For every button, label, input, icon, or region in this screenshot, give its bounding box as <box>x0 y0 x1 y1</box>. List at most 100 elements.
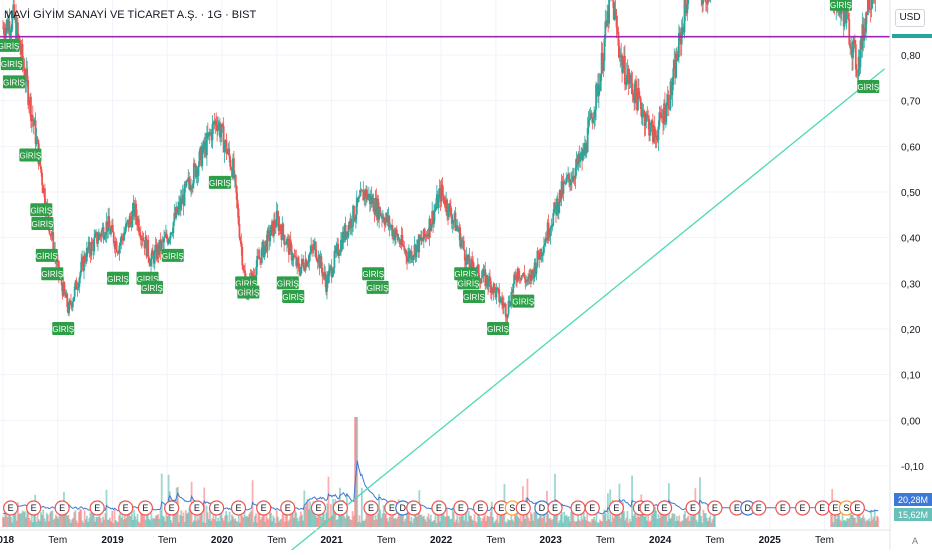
x-tick-label: 2024 <box>649 535 672 546</box>
x-tick-label: Tem <box>486 535 505 546</box>
candle-body <box>93 238 95 252</box>
event-marker-label: E <box>142 503 148 513</box>
candle-body <box>282 224 284 235</box>
candle-body <box>856 69 858 75</box>
event-marker-label: S <box>843 503 849 513</box>
x-tick-label: 2019 <box>101 535 124 546</box>
x-tick-label: Tem <box>815 535 834 546</box>
event-marker-label: E <box>389 503 395 513</box>
candle-body <box>239 224 241 238</box>
signal-badge-label: GİRİŞ <box>362 270 384 279</box>
event-marker-label: E <box>315 503 321 513</box>
currency-button[interactable]: USD <box>895 9 925 27</box>
event-marker-label: E <box>819 503 825 513</box>
candle-body <box>668 95 670 109</box>
candle-body <box>442 194 444 196</box>
event-marker-label: E <box>169 503 175 513</box>
volume-bar <box>714 514 716 527</box>
event-marker-label: E <box>644 503 650 513</box>
x-tick-label: 2020 <box>211 535 234 546</box>
candle-body <box>101 230 103 237</box>
event-marker-label: E <box>478 503 484 513</box>
x-tick-label: Tem <box>596 535 615 546</box>
candle-body <box>543 245 545 252</box>
y-tick-label: 0,40 <box>901 234 921 245</box>
y-tick-label: 0,00 <box>901 416 921 427</box>
candle-body <box>201 152 203 166</box>
candle-body <box>554 202 556 205</box>
y-tick-label: 0,10 <box>901 371 921 382</box>
event-marker-label: E <box>8 503 14 513</box>
event-marker-label: E <box>780 503 786 513</box>
signal-badge-label: GİRİŞ <box>237 288 259 297</box>
signal-badge-label: GİRİŞ <box>463 293 485 302</box>
volume-last-value: 15,62M <box>898 510 928 520</box>
candle-body <box>672 68 674 85</box>
signal-badge-label: GİRİŞ <box>367 284 389 293</box>
signal-badge-label: GİRİŞ <box>41 270 63 279</box>
event-marker-label: E <box>285 503 291 513</box>
candle-body <box>463 241 465 250</box>
candle-body <box>72 301 74 307</box>
candle-body <box>568 174 570 180</box>
event-marker-label: D <box>745 503 752 513</box>
event-marker-label: E <box>800 503 806 513</box>
signal-badge-label: GİRİŞ <box>282 293 304 302</box>
event-marker-label: E <box>575 503 581 513</box>
signal-badge-label: GİRİŞ <box>458 279 480 288</box>
y-tick-label: 0,50 <box>901 188 921 199</box>
event-marker-label: E <box>498 503 504 513</box>
candle-body <box>37 138 39 140</box>
event-marker-label: E <box>411 503 417 513</box>
event-marker-label: E <box>854 503 860 513</box>
candle-body <box>147 240 149 258</box>
candle-body <box>235 175 237 186</box>
event-marker-label: E <box>59 503 65 513</box>
signal-badge-label: GİRİŞ <box>30 206 52 215</box>
y-tick-label: 0,80 <box>901 51 921 62</box>
signal-badge-label: GİRİŞ <box>36 252 58 261</box>
candle-body <box>97 240 99 243</box>
event-marker-label: S <box>509 503 515 513</box>
signal-badge-label: GİRİŞ <box>857 83 879 92</box>
candle-body <box>269 236 271 242</box>
signal-badge-label: GİRİŞ <box>3 78 25 87</box>
x-tick-label: Tem <box>158 535 177 546</box>
signal-badge-label: GİRİŞ <box>52 325 74 334</box>
signal-badge-label: GİRİŞ <box>487 325 509 334</box>
signal-badge-label: GİRİŞ <box>162 252 184 261</box>
auto-scale-toggle[interactable]: A <box>912 536 918 546</box>
y-tick-label: 0,20 <box>901 325 921 336</box>
event-marker-label: E <box>261 503 267 513</box>
x-tick-label: 2021 <box>320 535 343 546</box>
candle-body <box>481 278 483 283</box>
candle-body <box>116 241 118 252</box>
event-marker-label: E <box>712 503 718 513</box>
signal-badge-label: GİRİŞ <box>107 275 129 284</box>
candle-body <box>17 22 19 35</box>
event-marker-label: E <box>662 503 668 513</box>
event-marker-label: D <box>400 503 407 513</box>
signal-badge-label: GİRİŞ <box>0 42 19 51</box>
event-marker-label: E <box>123 503 129 513</box>
x-tick-label: Tem <box>267 535 286 546</box>
candle-body <box>359 196 361 197</box>
candle-body <box>608 0 610 24</box>
event-marker-label: E <box>31 503 37 513</box>
event-marker-label: E <box>756 503 762 513</box>
signal-badge-label: GİRİŞ <box>1 60 23 69</box>
x-tick-label: Tem <box>48 535 67 546</box>
event-marker-label: E <box>589 503 595 513</box>
volume-bar <box>877 517 879 527</box>
event-marker-label: E <box>436 503 442 513</box>
event-marker-label: E <box>734 503 740 513</box>
signal-badge-label: GİRİŞ <box>209 179 231 188</box>
event-marker-label: E <box>194 503 200 513</box>
event-marker-label: E <box>214 503 220 513</box>
chart-title: MAVİ GİYİM SANAYİ VE TİCARET A.Ş. · 1G ·… <box>4 9 256 21</box>
candle-body <box>241 247 243 265</box>
last-price-marker <box>892 34 932 38</box>
event-marker-label: D <box>539 503 546 513</box>
